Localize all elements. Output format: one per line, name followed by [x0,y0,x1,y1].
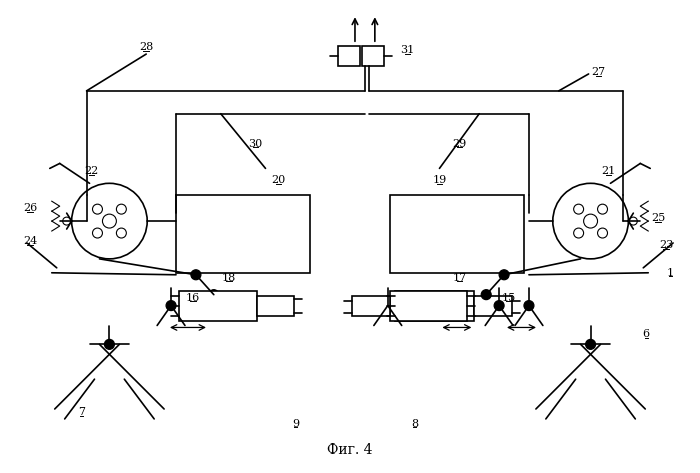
Circle shape [524,301,534,311]
Text: 21: 21 [601,166,615,176]
Text: 20: 20 [272,175,286,185]
Text: 27: 27 [592,67,606,77]
Circle shape [629,217,637,225]
Circle shape [209,289,219,299]
Bar [338,46,360,66]
Text: 29: 29 [452,139,466,149]
Bar [257,296,294,315]
Text: 22: 22 [85,166,99,176]
Circle shape [92,228,102,238]
Bar [179,291,257,321]
Bar [352,296,390,315]
Bar [395,291,475,321]
Text: 31: 31 [400,45,415,55]
Bar [176,195,310,273]
Text: 9: 9 [292,419,299,429]
Bar [362,46,384,66]
Circle shape [63,217,71,225]
Circle shape [574,228,584,238]
Bar [390,291,468,321]
Text: Фиг. 4: Фиг. 4 [328,443,372,457]
Text: 1: 1 [666,268,673,278]
Circle shape [191,270,201,280]
Text: 7: 7 [78,407,85,417]
Text: 30: 30 [248,139,262,149]
Text: 25: 25 [651,213,665,223]
Circle shape [598,228,608,238]
Bar [475,296,512,315]
Circle shape [574,204,584,214]
Circle shape [102,214,116,228]
Text: 23: 23 [659,240,673,250]
Text: 16: 16 [186,293,200,303]
Text: 18: 18 [222,273,236,283]
Circle shape [166,301,176,311]
Text: 28: 28 [139,42,153,52]
Circle shape [598,204,608,214]
Circle shape [553,184,629,259]
Text: 26: 26 [23,203,37,213]
Circle shape [116,204,126,214]
Text: 8: 8 [411,419,418,429]
Circle shape [584,214,598,228]
Circle shape [383,301,393,311]
Circle shape [499,270,509,280]
Bar [390,195,524,273]
Text: 6: 6 [643,329,650,340]
Text: 15: 15 [502,293,516,303]
Text: 19: 19 [433,175,447,185]
Text: 24: 24 [23,236,37,246]
Circle shape [494,301,504,311]
Circle shape [481,289,491,299]
Circle shape [92,204,102,214]
Circle shape [586,340,596,350]
Circle shape [71,184,147,259]
Circle shape [104,340,114,350]
Circle shape [116,228,126,238]
Text: 17: 17 [452,273,466,283]
